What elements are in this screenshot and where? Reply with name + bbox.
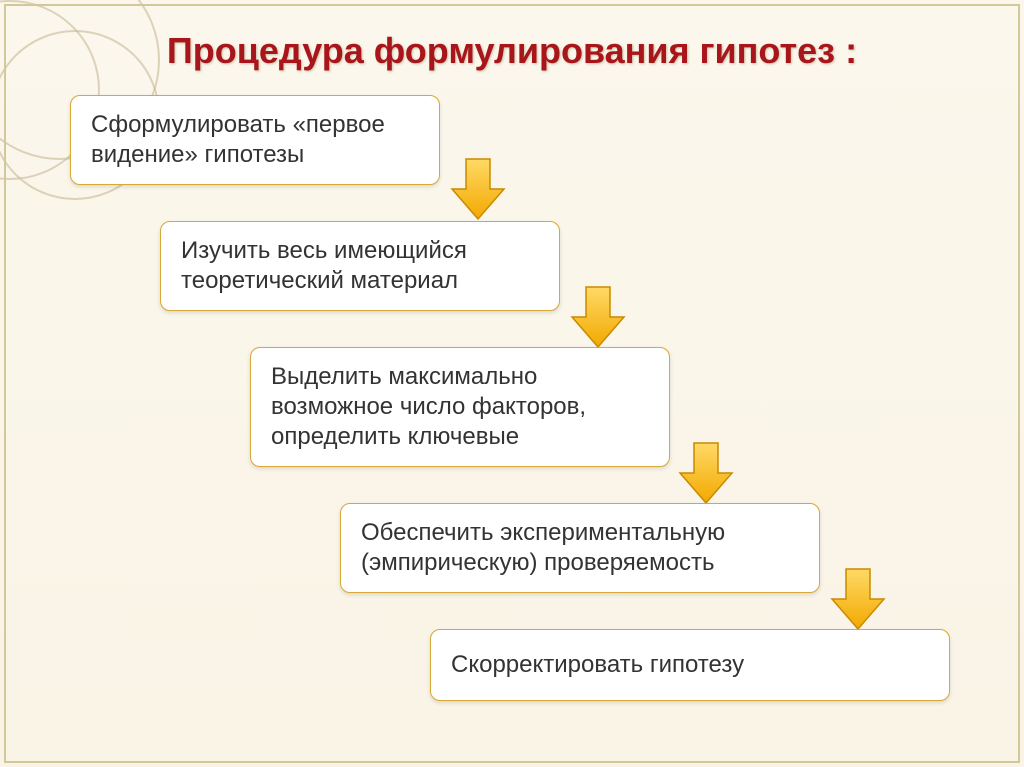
arrow-down-icon — [450, 157, 506, 221]
step-text: Скорректировать гипотезу — [451, 651, 744, 678]
slide-title: Процедура формулирования гипотез : — [0, 30, 1024, 72]
step-text: Изучить весь имеющийся теоретический мат… — [181, 237, 467, 294]
step-box-1: Сформулировать «первое видение» гипотезы — [70, 95, 440, 185]
step-text: Выделить максимально возможное число фак… — [271, 363, 586, 450]
arrow-down-icon — [570, 285, 626, 349]
step-box-2: Изучить весь имеющийся теоретический мат… — [160, 221, 560, 311]
step-box-4: Обеспечить экспериментальную (эмпирическ… — [340, 503, 820, 593]
step-box-3: Выделить максимально возможное число фак… — [250, 347, 670, 467]
step-text: Сформулировать «первое видение» гипотезы — [91, 111, 385, 168]
arrow-down-icon — [678, 441, 734, 505]
step-text: Обеспечить экспериментальную (эмпирическ… — [361, 519, 725, 576]
arrow-down-icon — [830, 567, 886, 631]
step-box-5: Скорректировать гипотезу — [430, 629, 950, 701]
